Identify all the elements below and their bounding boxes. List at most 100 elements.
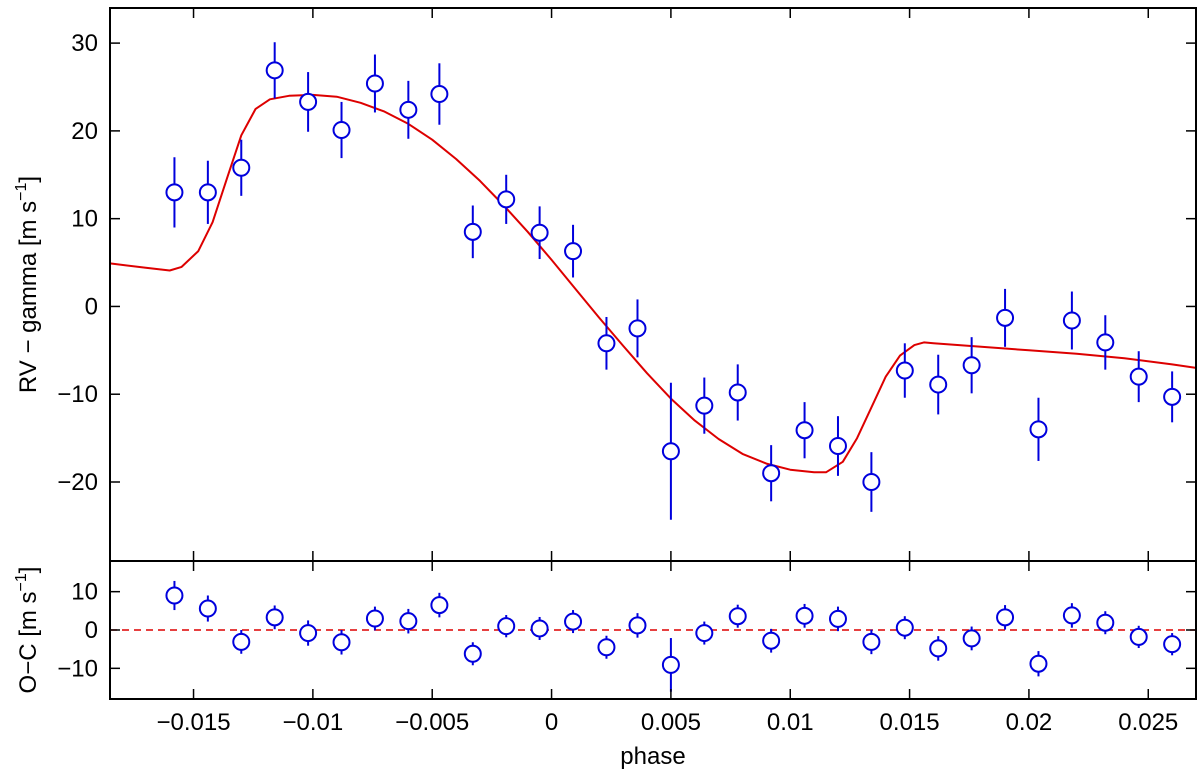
residual-points-layer — [165, 580, 1182, 692]
y-axis-label-rv-close: ] — [15, 176, 42, 183]
residual-data-point — [695, 624, 714, 643]
rv-data-point — [661, 442, 680, 461]
rv-data-point — [1062, 311, 1081, 330]
residual-data-point — [862, 632, 881, 651]
y-axis-label-residual-text: O−C [m s — [15, 591, 42, 693]
y-axis-label-residual-close: ] — [15, 567, 42, 574]
rv-data-point — [265, 61, 284, 80]
x-tick-label: 0 — [545, 709, 558, 736]
residual-data-point — [962, 629, 981, 648]
rv-data-point — [530, 223, 549, 242]
residual-data-point — [929, 639, 948, 658]
rv-ticks-layer: −20 −10 0 10 20 30 — [57, 8, 1196, 561]
y-tick-label-rv: −10 — [57, 381, 98, 408]
rv-data-point — [996, 308, 1015, 327]
y-tick-label-rv: 0 — [85, 293, 98, 320]
residual-data-point — [165, 586, 184, 605]
residual-data-point — [628, 616, 647, 635]
x-tick-label: 0.025 — [1118, 709, 1178, 736]
residual-plot-frame — [109, 560, 1197, 700]
residual-ticks-layer: −10 0 10 −0.015 −0.01 −0.005 0 0.005 0.01 0.015 0.… — [57, 561, 1196, 736]
residual-data-point — [430, 596, 449, 615]
y-tick-label-rv: 10 — [71, 206, 98, 233]
rv-data-point — [1129, 367, 1148, 386]
rv-data-point — [628, 319, 647, 338]
x-tick-label: −0.005 — [395, 709, 469, 736]
y-tick-label-rv: −20 — [57, 469, 98, 496]
y-tick-label-residual: −10 — [57, 655, 98, 682]
rv-data-point — [929, 375, 948, 394]
residual-panel: −10 0 10 −0.015 −0.01 −0.005 0 0.005 0.01 0.015 0.… — [13, 560, 1197, 770]
y-tick-label-rv: 30 — [71, 30, 98, 57]
rv-data-point — [597, 334, 616, 353]
y-axis-label-rv-text: RV − gamma [m s — [15, 201, 42, 393]
rv-data-point — [399, 100, 418, 119]
y-axis-label-residual-exponent: −1 — [13, 573, 30, 591]
model-curve — [109, 93, 1197, 474]
rv-data-point — [895, 361, 914, 380]
y-tick-label-residual: 10 — [71, 579, 98, 606]
residual-data-point — [661, 655, 680, 674]
x-axis-label: phase — [620, 743, 685, 770]
rv-data-point — [1163, 387, 1182, 406]
residual-data-point — [463, 644, 482, 663]
rv-panel: −20 −10 0 10 20 30 RV − gamma [m s−1] — [13, 7, 1197, 562]
residual-data-point — [232, 632, 251, 651]
residual-data-point — [1096, 613, 1115, 632]
residual-data-point — [1029, 654, 1048, 673]
x-tick-label: −0.015 — [156, 709, 230, 736]
rv-data-point — [795, 421, 814, 440]
residual-data-point — [1129, 627, 1148, 646]
residual-data-point — [795, 606, 814, 625]
rv-data-point — [728, 383, 747, 402]
rv-points-layer — [165, 42, 1182, 520]
rv-data-point — [828, 437, 847, 456]
residual-data-point — [332, 633, 351, 652]
y-axis-label-residual: O−C [m s−1] — [13, 567, 42, 694]
rv-data-point — [299, 92, 318, 111]
rv-data-point — [695, 396, 714, 415]
x-tick-label: 0.015 — [880, 709, 940, 736]
y-tick-label-rv: 20 — [71, 118, 98, 145]
model-curve-layer — [109, 93, 1197, 474]
residual-data-point — [265, 608, 284, 627]
rv-data-point — [365, 74, 384, 93]
residual-data-point — [1062, 606, 1081, 625]
rv-data-point — [463, 222, 482, 241]
rv-data-point — [430, 85, 449, 104]
rv-data-point — [497, 190, 516, 209]
residual-data-point — [1163, 635, 1182, 654]
residual-data-point — [198, 599, 217, 618]
rv-data-point — [862, 473, 881, 491]
x-tick-label: 0.02 — [1006, 709, 1053, 736]
residual-data-point — [530, 619, 549, 638]
rv-data-point — [564, 242, 583, 261]
rv-data-point — [962, 356, 981, 375]
y-tick-label-residual: 0 — [85, 617, 98, 644]
residual-data-point — [762, 631, 781, 650]
residual-data-point — [399, 612, 418, 631]
y-axis-label-rv: RV − gamma [m s−1] — [13, 176, 42, 393]
residual-data-point — [728, 607, 747, 626]
rv-data-point — [198, 183, 217, 202]
rv-plot-frame — [109, 7, 1197, 562]
x-tick-label: 0.01 — [767, 709, 814, 736]
y-axis-label-rv-exponent: −1 — [13, 182, 30, 200]
residual-data-point — [828, 609, 847, 628]
residual-data-point — [365, 609, 384, 628]
rv-data-point — [165, 183, 184, 202]
residual-data-point — [497, 617, 516, 636]
residual-data-point — [895, 618, 914, 637]
residual-data-point — [996, 608, 1015, 627]
rv-data-point — [232, 158, 251, 177]
rv-data-point — [332, 121, 351, 140]
residual-data-point — [597, 638, 616, 657]
rv-data-point — [1096, 333, 1115, 352]
x-tick-label: 0.005 — [641, 709, 701, 736]
residual-data-point — [299, 624, 318, 643]
x-tick-label: −0.01 — [283, 709, 344, 736]
rv-data-point — [1029, 420, 1048, 439]
residual-data-point — [564, 612, 583, 631]
rv-data-point — [762, 464, 781, 483]
